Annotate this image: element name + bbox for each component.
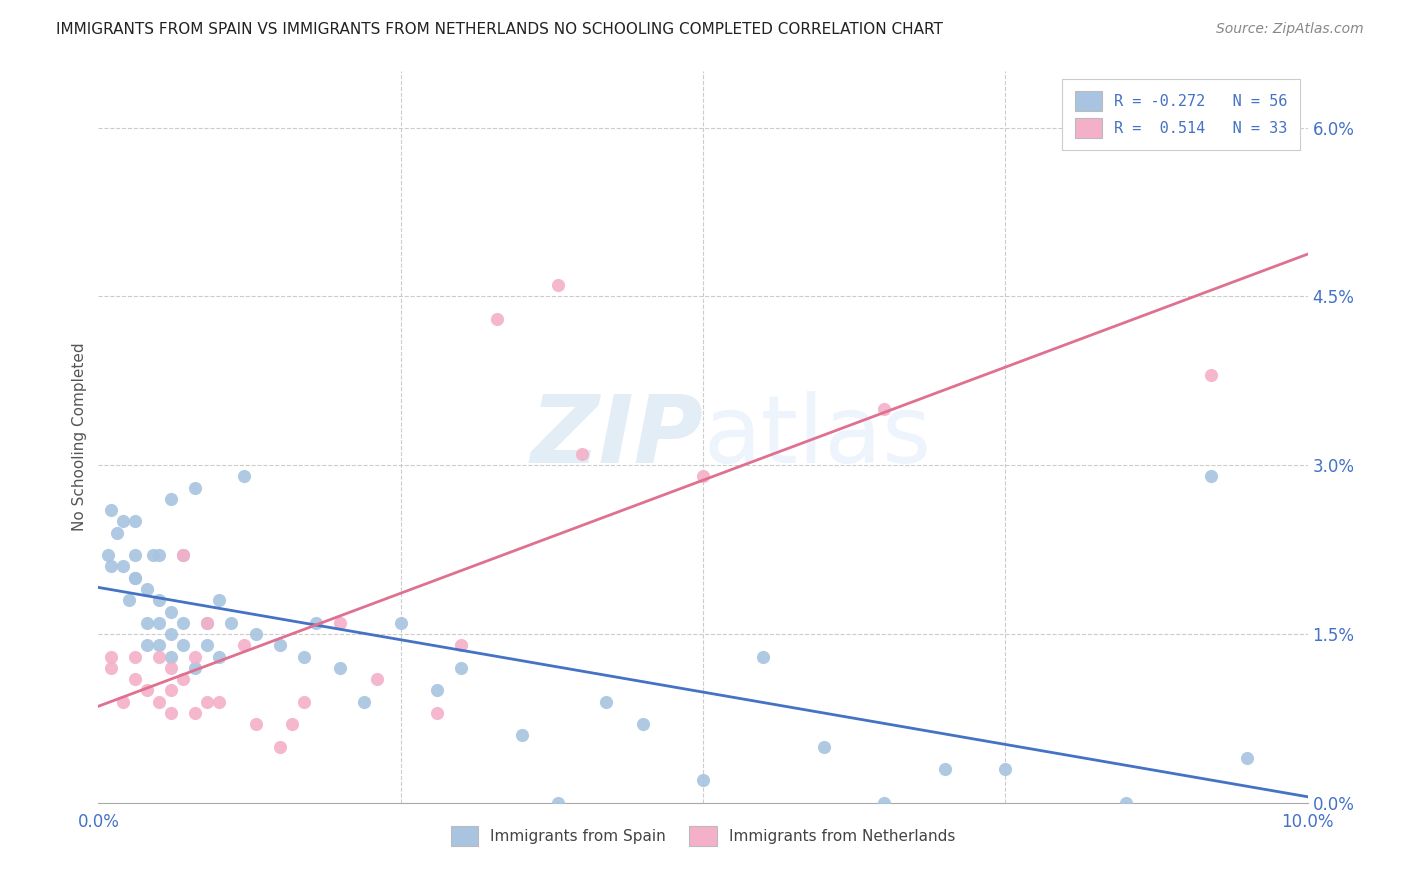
Point [160,627,183,641]
Text: IMMIGRANTS FROM SPAIN VS IMMIGRANTS FROM NETHERLANDS NO SCHOOLING COMPLETED CORR: IMMIGRANTS FROM SPAIN VS IMMIGRANTS FROM… [56,22,943,37]
Point [292,694,315,708]
Point [329,661,352,675]
Point [142,548,165,562]
Point [148,638,170,652]
Text: Source: ZipAtlas.com: Source: ZipAtlas.com [1216,22,1364,37]
Point [172,672,194,686]
Point [105,525,128,540]
Point [232,469,254,483]
Point [172,638,194,652]
Point [195,694,218,708]
Point [366,672,388,686]
Point [873,401,896,416]
Point [450,661,472,675]
Point [118,593,141,607]
Point [752,649,775,664]
Point [571,447,593,461]
Point [135,615,157,630]
Point [124,548,146,562]
Point [172,548,194,562]
Point [111,559,134,574]
Point [148,615,170,630]
Point [547,278,569,293]
Point [353,694,375,708]
Text: ZIP: ZIP [530,391,703,483]
Point [172,548,194,562]
Point [124,515,146,529]
Point [547,796,569,810]
Y-axis label: No Schooling Completed: No Schooling Completed [72,343,87,532]
Point [486,312,509,326]
Point [281,717,304,731]
Point [97,548,120,562]
Point [184,661,207,675]
Point [135,683,157,698]
Point [100,503,122,517]
Point [135,638,157,652]
Point [245,717,267,731]
Point [160,649,183,664]
Point [148,593,170,607]
Point [305,615,328,630]
Point [994,762,1017,776]
Point [160,605,183,619]
Point [1115,796,1137,810]
Point [100,661,122,675]
Point [426,683,449,698]
Point [124,571,146,585]
Point [100,649,122,664]
Point [184,481,207,495]
Point [124,672,146,686]
Point [692,773,714,788]
Point [148,649,170,664]
Point [631,717,654,731]
Point [111,515,134,529]
Point [1199,368,1222,383]
Point [292,649,315,664]
Point [389,615,412,630]
Point [195,615,218,630]
Point [426,706,449,720]
Point [195,638,218,652]
Point [184,706,207,720]
Point [934,762,956,776]
Point [692,469,714,483]
Point [510,728,533,742]
Point [148,548,170,562]
Point [269,739,291,754]
Point [172,615,194,630]
Point [160,491,183,506]
Point [195,615,218,630]
Point [184,649,207,664]
Legend: Immigrants from Spain, Immigrants from Netherlands: Immigrants from Spain, Immigrants from N… [443,819,963,854]
Point [813,739,835,754]
Point [148,694,170,708]
Point [221,615,243,630]
Point [100,559,122,574]
Point [160,661,183,675]
Point [208,649,231,664]
Point [329,615,352,630]
Point [124,571,146,585]
Point [232,638,254,652]
Point [1199,469,1222,483]
Point [269,638,291,652]
Point [135,582,157,596]
Point [160,683,183,698]
Point [160,706,183,720]
Point [124,649,146,664]
Point [595,694,617,708]
Point [873,796,896,810]
Point [245,627,267,641]
Text: atlas: atlas [703,391,931,483]
Point [450,638,472,652]
Point [208,694,231,708]
Point [208,593,231,607]
Point [111,694,134,708]
Point [1236,751,1258,765]
